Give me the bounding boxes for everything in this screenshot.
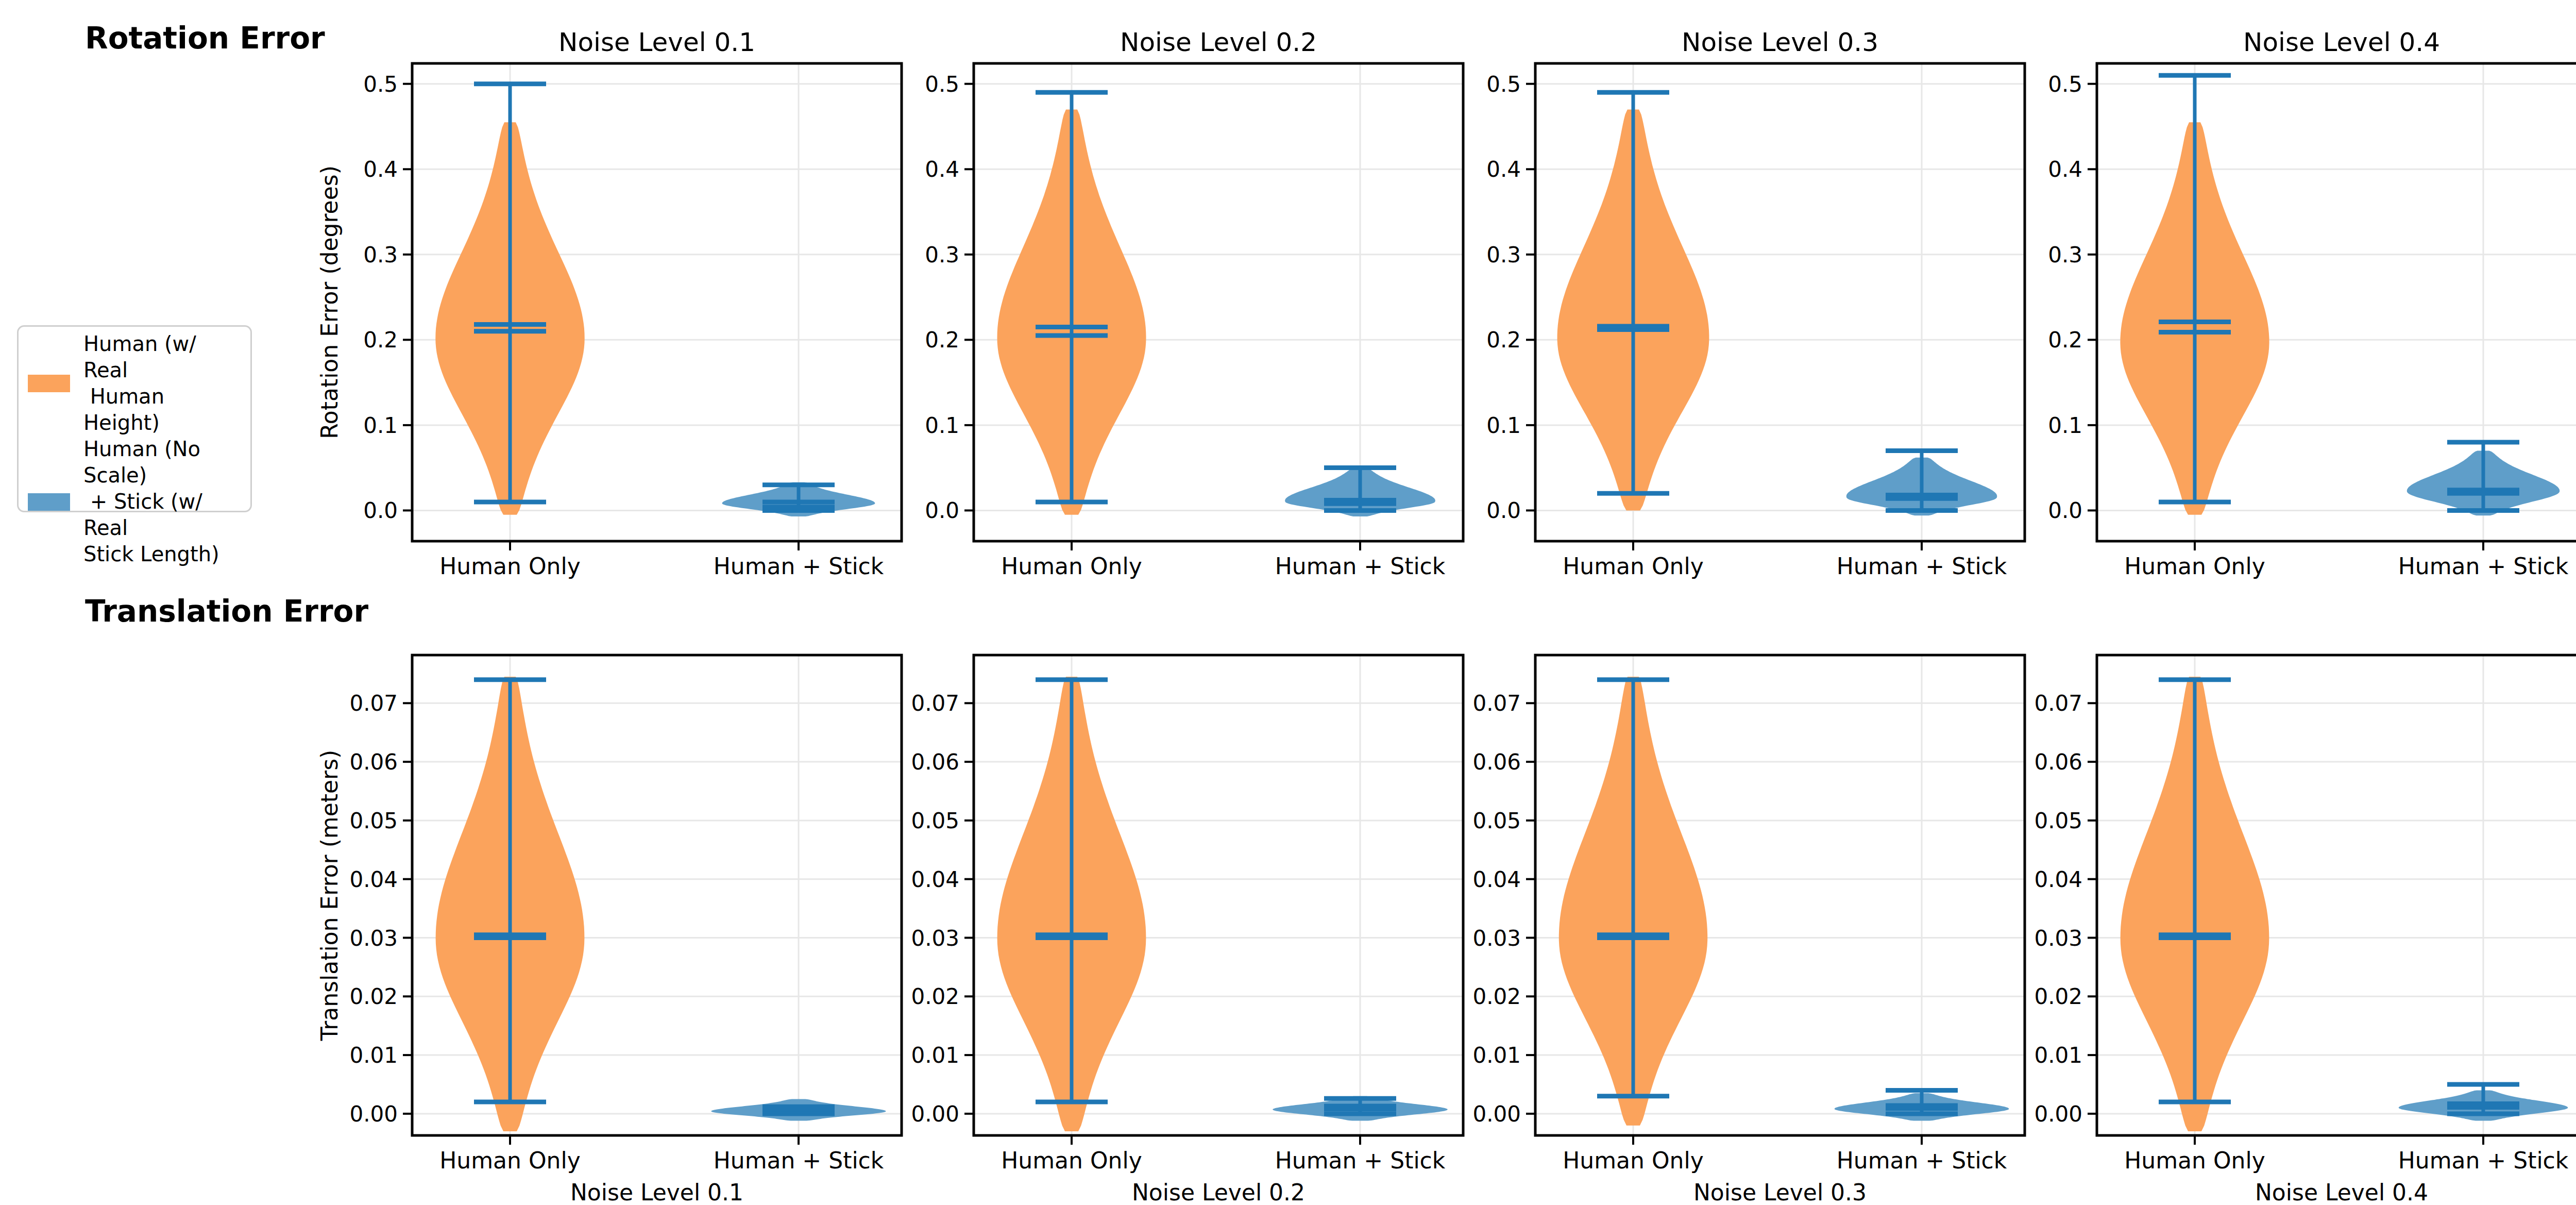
y-tick-label: 0.5 [363, 72, 398, 97]
y-tick-label: 0.02 [911, 984, 959, 1009]
x-tick-label: Human + Stick [2398, 553, 2569, 579]
subplot-xlabel: Noise Level 0.1 [570, 1179, 743, 1205]
y-tick-label: 0.06 [911, 749, 959, 775]
subplot-rotation-col-3: 0.0 0.1 0.2 0.3 0.4 0.5 Human Only Human + Stic… [1486, 27, 2025, 579]
y-tick-label: 0.05 [2034, 808, 2082, 833]
y-tick-label: 0.05 [349, 808, 398, 833]
x-tick-label: Human Only [1001, 1147, 1142, 1174]
y-axis-label: Translation Error (meters) [316, 750, 343, 1042]
y-tick-label: 0.06 [349, 749, 398, 775]
violin-stats-stick [1324, 1098, 1396, 1114]
x-tick-label: Human Only [1001, 553, 1142, 579]
y-tick-label: 0.0 [2048, 498, 2082, 523]
y-tick-label: 0.1 [1486, 413, 1521, 438]
subplot-xlabel: Noise Level 0.2 [1132, 1179, 1305, 1205]
subplot-translation-col-1: 0.00 0.01 0.02 0.03 0.04 0.05 0.06 0.07 Human On… [349, 655, 902, 1205]
figure-canvas: Rotation Error Translation Error Human (… [0, 0, 2576, 1205]
y-tick-label: 0.04 [911, 867, 959, 892]
y-tick-label: 0.07 [911, 691, 959, 716]
x-tick-label: Human + Stick [2398, 1147, 2569, 1174]
x-tick-label: Human + Stick [1275, 553, 1446, 579]
y-tick-label: 0.03 [911, 926, 959, 951]
y-tick-label: 0.03 [1472, 926, 1521, 951]
x-tick-label: Human + Stick [1837, 553, 2007, 579]
y-tick-label: 0.00 [2034, 1101, 2082, 1127]
y-tick-label: 0.01 [349, 1043, 398, 1068]
y-tick-label: 0.2 [925, 327, 959, 353]
y-tick-label: 0.00 [911, 1101, 959, 1127]
x-tick-label: Human Only [1563, 1147, 1703, 1174]
x-tick-label: Human Only [439, 1147, 580, 1174]
subplot-rotation-col-4: 0.0 0.1 0.2 0.3 0.4 0.5 Human Only Human + Stic… [2048, 27, 2576, 579]
y-tick-label: 0.0 [363, 498, 398, 523]
y-tick-label: 0.07 [2034, 691, 2082, 716]
y-tick-label: 0.1 [925, 413, 959, 438]
subplot-translation-col-3: 0.00 0.01 0.02 0.03 0.04 0.05 0.06 0.07 Human On… [1472, 655, 2025, 1205]
y-tick-label: 0.04 [2034, 867, 2082, 892]
y-tick-label: 0.0 [1486, 498, 1521, 523]
y-axis-label: Rotation Error (degrees) [316, 165, 343, 439]
y-tick-label: 0.01 [2034, 1043, 2082, 1068]
y-tick-label: 0.01 [911, 1043, 959, 1068]
y-tick-label: 0.0 [925, 498, 959, 523]
y-tick-label: 0.02 [1472, 984, 1521, 1009]
subplot-title: Noise Level 0.3 [1682, 27, 1878, 57]
x-tick-label: Human + Stick [714, 1147, 884, 1174]
y-tick-label: 0.07 [349, 691, 398, 716]
y-tick-label: 0.05 [1472, 808, 1521, 833]
x-tick-label: Human Only [1563, 553, 1703, 579]
subplot-title: Noise Level 0.2 [1120, 27, 1317, 57]
x-tick-label: Human + Stick [714, 553, 884, 579]
y-tick-label: 0.2 [1486, 327, 1521, 353]
y-tick-label: 0.03 [2034, 926, 2082, 951]
y-tick-label: 0.03 [349, 926, 398, 951]
y-tick-label: 0.04 [1472, 867, 1521, 892]
y-tick-label: 0.2 [2048, 327, 2082, 353]
y-tick-label: 0.4 [1486, 157, 1521, 182]
y-tick-label: 0.3 [2048, 242, 2082, 267]
subplot-rotation-col-2: 0.0 0.1 0.2 0.3 0.4 0.5 Human Only Human + Stic… [925, 27, 1463, 579]
y-tick-label: 0.00 [1472, 1101, 1521, 1127]
y-tick-label: 0.05 [911, 808, 959, 833]
y-tick-label: 0.01 [1472, 1043, 1521, 1068]
x-tick-label: Human Only [439, 553, 580, 579]
y-tick-label: 0.5 [2048, 72, 2082, 97]
subplot-translation-col-4: 0.00 0.01 0.02 0.03 0.04 0.05 0.06 0.07 Human On… [2034, 655, 2576, 1205]
y-tick-label: 0.4 [363, 157, 398, 182]
subplot-xlabel: Noise Level 0.4 [2255, 1179, 2428, 1205]
y-tick-label: 0.1 [2048, 413, 2082, 438]
y-tick-label: 0.06 [2034, 749, 2082, 775]
y-tick-label: 0.1 [363, 413, 398, 438]
y-tick-label: 0.5 [1486, 72, 1521, 97]
y-tick-label: 0.3 [363, 242, 398, 267]
x-tick-label: Human + Stick [1275, 1147, 1446, 1174]
violin-stats-stick [762, 1107, 835, 1114]
x-tick-label: Human Only [2124, 1147, 2265, 1174]
y-tick-label: 0.3 [1486, 242, 1521, 267]
y-tick-label: 0.2 [363, 327, 398, 353]
x-tick-label: Human + Stick [1837, 1147, 2007, 1174]
x-tick-label: Human Only [2124, 553, 2265, 579]
y-tick-label: 0.4 [2048, 157, 2082, 182]
violin-plot-grid: Rotation Error (degrees)0.00.10.20.30.40… [0, 0, 2576, 1205]
subplot-xlabel: Noise Level 0.3 [1693, 1179, 1867, 1205]
subplot-title: Noise Level 0.4 [2243, 27, 2440, 57]
y-tick-label: 0.4 [925, 157, 959, 182]
y-tick-label: 0.3 [925, 242, 959, 267]
subplot-title: Noise Level 0.1 [558, 27, 755, 57]
y-tick-label: 0.06 [1472, 749, 1521, 775]
subplot-rotation-col-1: 0.0 0.1 0.2 0.3 0.4 0.5 Human Only Human + Stic… [363, 27, 902, 579]
y-tick-label: 0.07 [1472, 691, 1521, 716]
y-tick-label: 0.5 [925, 72, 959, 97]
y-tick-label: 0.02 [2034, 984, 2082, 1009]
y-tick-label: 0.02 [349, 984, 398, 1009]
y-tick-label: 0.00 [349, 1101, 398, 1127]
subplot-translation-col-2: 0.00 0.01 0.02 0.03 0.04 0.05 0.06 0.07 Human On… [911, 655, 1463, 1205]
y-tick-label: 0.04 [349, 867, 398, 892]
